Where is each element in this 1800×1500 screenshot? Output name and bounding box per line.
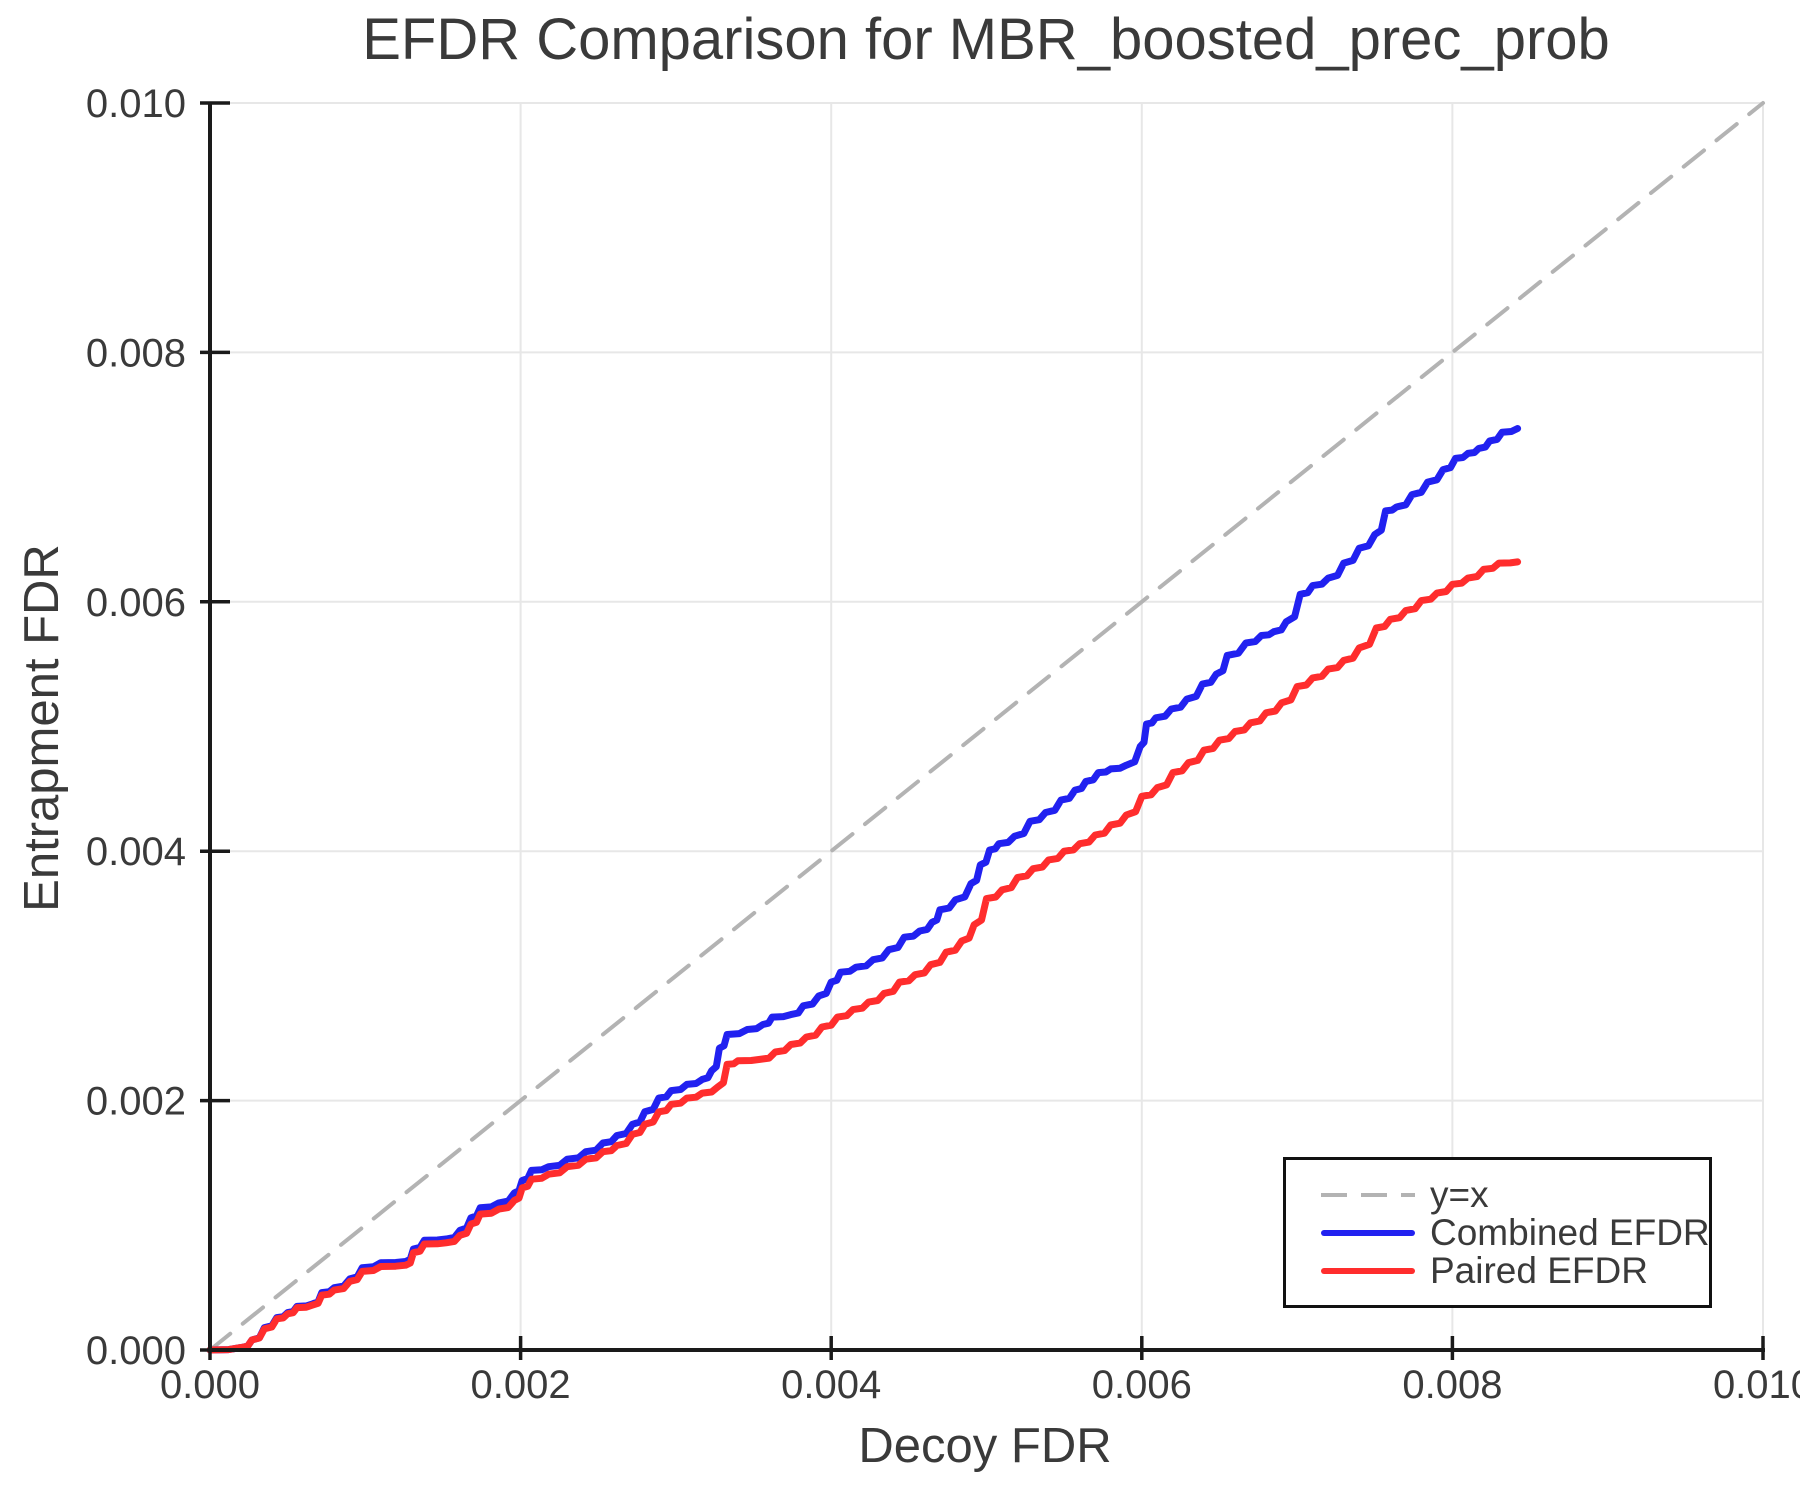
x-tick-label: 0.002: [471, 1363, 571, 1407]
legend-item-combined-efdr: Combined EFDR: [1321, 1212, 1710, 1253]
x-axis-label: Decoy FDR: [858, 1419, 1112, 1473]
y-tick-label: 0.004: [86, 830, 186, 874]
legend-label-identity: y=x: [1430, 1174, 1489, 1215]
series-y-x: [208, 101, 1765, 1352]
legend-label-paired-efdr: Paired EFDR: [1430, 1250, 1648, 1291]
legend-box: y=x Combined EFDR Paired EFDR: [1283, 1157, 1712, 1308]
series-combined-efdr: [206, 425, 1522, 1354]
y-tick-label: 0.002: [86, 1080, 186, 1124]
identity-line-sample: [1321, 1192, 1415, 1197]
y-tick-label: 0.000: [86, 1329, 186, 1373]
legend-item-identity: y=x: [1321, 1176, 1709, 1214]
x-tick-label: 0.008: [1402, 1363, 1502, 1407]
chart-title: EFDR Comparison for MBR_boosted_prec_pro…: [362, 7, 1610, 72]
x-tick-label: 0.006: [1092, 1363, 1192, 1407]
paired-efdr-line-sample: [1321, 1267, 1415, 1274]
combined-efdr-line-sample: [1321, 1229, 1415, 1236]
y-tick-label: 0.010: [86, 82, 186, 126]
y-axis-label: Entrapment FDR: [15, 544, 69, 912]
x-tick-label: 0.000: [160, 1363, 260, 1407]
legend-label-combined-efdr: Combined EFDR: [1430, 1212, 1710, 1253]
y-tick-label: 0.008: [86, 331, 186, 375]
y-tick-label: 0.006: [86, 581, 186, 625]
x-tick-label: 0.004: [781, 1363, 881, 1407]
series-paired-efdr: [206, 558, 1522, 1354]
legend-item-paired-efdr: Paired EFDR: [1321, 1252, 1709, 1290]
x-tick-label: 0.010: [1713, 1363, 1800, 1407]
